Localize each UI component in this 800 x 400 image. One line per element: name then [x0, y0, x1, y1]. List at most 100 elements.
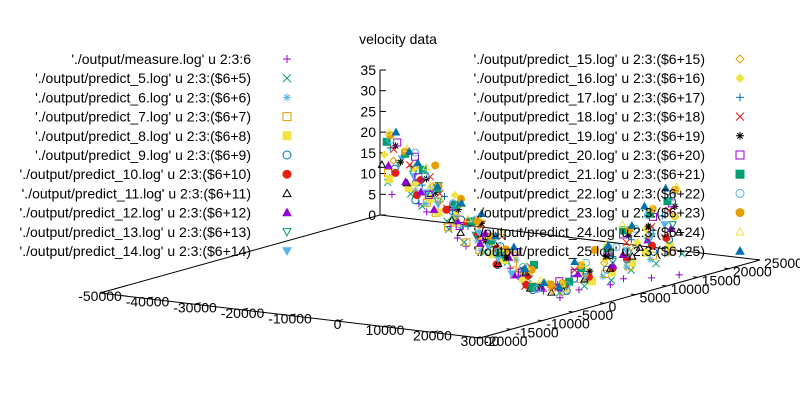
data-point: [669, 212, 678, 221]
data-point: [474, 229, 484, 238]
data-point: [435, 196, 445, 206]
data-point: [521, 282, 529, 290]
data-point: [635, 242, 645, 251]
legend-label: './output/predict_21.log' u 2:3:($6+21): [474, 166, 705, 182]
legend-marker: [735, 245, 745, 255]
data-point: [491, 231, 500, 240]
legend-marker: [282, 247, 292, 257]
data-point: [667, 193, 676, 202]
data-point: [625, 232, 633, 240]
x-tick: [337, 319, 344, 322]
data-point: [422, 199, 430, 207]
legend-marker: [282, 150, 292, 160]
floor-back-edge: [99, 214, 381, 294]
y-tick: [755, 258, 761, 261]
legend-item: './output/predict_25.log' u 2:3:($6+25): [474, 243, 745, 259]
data-point: [644, 222, 652, 230]
data-points: [377, 127, 687, 302]
y-tick-label: 5000: [640, 290, 671, 306]
legend-item: './output/predict_11.log' u 2:3:($6+11): [22, 185, 292, 201]
x-tick-label: 10000: [366, 322, 405, 338]
legend-item: './output/predict_22.log' u 2:3:($6+22): [474, 185, 745, 201]
data-point: [409, 172, 419, 181]
data-point: [661, 183, 671, 192]
x-tick: [242, 307, 249, 311]
y-tick: [568, 310, 574, 313]
legend-marker: [735, 73, 745, 83]
data-point: [556, 294, 564, 302]
x-tick-label: -40000: [126, 294, 170, 310]
data-point: [618, 220, 627, 228]
y-tick-label: -15000: [515, 324, 559, 340]
data-point: [674, 227, 684, 236]
data-point: [533, 285, 542, 294]
legend-label: './output/predict_12.log' u 2:3:($6+12): [20, 205, 251, 221]
legend-item: './output/predict_18.log' u 2:3:($6+18): [474, 109, 745, 125]
data-point: [618, 250, 628, 259]
y-tick-label: 15000: [702, 272, 741, 288]
legend-label: './output/predict_20.log' u 2:3:($6+20): [474, 147, 705, 163]
legend-label: './output/predict_6.log' u 2:3:($6+6): [35, 89, 251, 105]
legend-label: './output/predict_10.log' u 2:3:($6+10): [20, 166, 251, 182]
legend-marker: [735, 54, 745, 64]
legend-marker: [735, 150, 745, 160]
legend-marker: [736, 131, 744, 140]
data-point: [640, 201, 649, 210]
legend-item: './output/predict_14.log' u 2:3:($6+14): [20, 243, 292, 259]
data-point: [450, 190, 460, 200]
x-tick-label: 20000: [413, 327, 452, 343]
z-tick-label: 30: [360, 83, 376, 99]
data-point: [622, 238, 631, 247]
legend-label: './output/predict_16.log' u 2:3:($6+16): [474, 70, 705, 86]
data-point: [427, 186, 436, 195]
data-point: [444, 223, 453, 232]
legend-label: './output/predict_25.log' u 2:3:($6+25): [474, 243, 705, 259]
legend-label: './output/predict_17.log' u 2:3:($6+17): [474, 89, 705, 105]
data-point: [442, 204, 451, 213]
data-point: [641, 248, 650, 257]
data-point: [423, 208, 431, 216]
data-point: [620, 275, 628, 283]
data-point: [575, 286, 583, 294]
x-tick-label: -30000: [173, 299, 217, 315]
data-point: [426, 180, 436, 189]
legend-item: './output/predict_16.log' u 2:3:($6+16): [474, 70, 745, 86]
y-tick-label: -5000: [577, 307, 613, 323]
data-point: [647, 222, 656, 231]
data-point: [433, 181, 442, 190]
y-tick: [662, 284, 667, 287]
data-point: [397, 158, 405, 166]
x-tick: [432, 330, 439, 333]
data-point: [658, 212, 666, 220]
data-point: [536, 282, 544, 290]
data-point: [497, 228, 507, 237]
data-point: [391, 127, 401, 136]
legend-marker: [282, 73, 292, 83]
data-point: [377, 160, 387, 168]
y-tick: [724, 267, 729, 270]
legend-label: './output/predict_23.log' u 2:3:($6+23): [474, 205, 705, 221]
legend-item: './output/predict_21.log' u 2:3:($6+21): [474, 166, 745, 182]
x-tick: [479, 335, 486, 339]
legend: './output/measure.log' u 2:3:6 './output/…: [20, 51, 745, 259]
y-tick: [693, 276, 698, 278]
x-tick-label: -20000: [221, 305, 265, 321]
data-point: [665, 241, 674, 250]
data-point: [473, 237, 481, 245]
data-point: [389, 156, 398, 165]
data-point: [382, 137, 391, 146]
z-tick-label: 35: [360, 62, 376, 78]
data-point: [627, 220, 637, 229]
data-point: [603, 240, 613, 249]
legend-marker: [735, 226, 745, 236]
data-point: [473, 217, 482, 226]
data-point: [570, 266, 579, 274]
data-point: [647, 203, 656, 212]
legend-item: './output/predict_15.log' u 2:3:($6+15): [474, 51, 745, 67]
data-point: [421, 171, 430, 180]
data-point: [557, 279, 567, 288]
legend-marker: [282, 207, 292, 217]
x-tick: [289, 313, 296, 316]
data-point: [454, 205, 462, 213]
data-point: [411, 148, 420, 157]
